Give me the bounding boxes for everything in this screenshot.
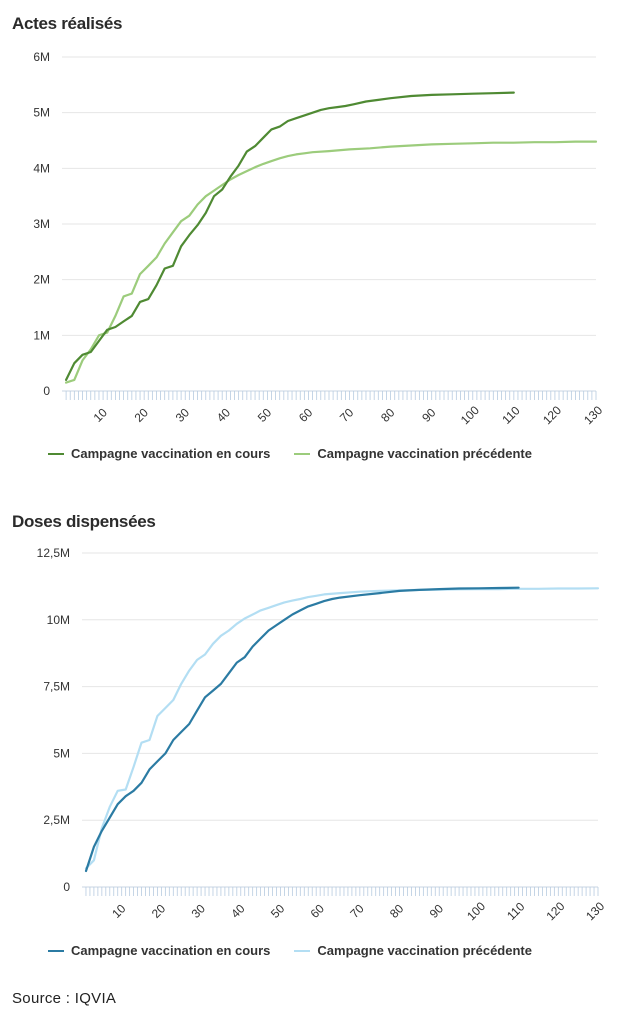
y-tick-label: 3M [33, 217, 50, 231]
x-tick-label: 130 [581, 403, 605, 427]
x-tick-label: 50 [255, 405, 275, 425]
y-tick-label: 2M [33, 273, 50, 287]
legend-label: Campagne vaccination en cours [71, 943, 271, 958]
x-tick-label: 10 [91, 405, 111, 425]
x-tick-label: 40 [214, 405, 234, 425]
y-tick-label: 1M [33, 328, 50, 342]
legend-swatch-en-cours [48, 452, 64, 455]
chart-title: Actes réalisés [12, 14, 123, 33]
x-tick-label: 70 [347, 901, 367, 921]
legend-swatch-precedente [294, 452, 311, 455]
legend-swatch-en-cours [48, 949, 64, 952]
y-tick-label: 2,5M [43, 813, 70, 827]
line-chart-plot: 0 1M 2M 3M 4M 5M 6M 10 20 30 40 50 60 70 80 90 100 110 120… [33, 50, 605, 427]
source-note: Source : IQVIA [12, 990, 117, 1007]
x-tick-label: 120 [540, 403, 564, 427]
chart-title: Doses dispensées [12, 512, 156, 531]
x-tick-label: 80 [387, 901, 407, 921]
chart-doses-dispensees: Doses dispensées 0 2,5M 5M 7,5M 10M 12,5M 10 20… [0, 500, 632, 980]
y-tick-label: 10M [47, 613, 70, 627]
y-tick-label: 0 [43, 384, 50, 398]
legend-label: Campagne vaccination précédente [317, 446, 532, 461]
x-tick-label: 80 [378, 405, 398, 425]
x-tick-label: 90 [427, 901, 447, 921]
x-tick-label: 100 [464, 899, 488, 923]
x-tick-label: 60 [296, 405, 316, 425]
x-tick-label: 90 [419, 405, 439, 425]
legend-item-precedente[interactable]: Campagne vaccination précédente [294, 446, 532, 461]
chart-actes-realises: Actes réalisés 0 1M 2M 3M 4M 5M 6M 10 20 30 40 50 60… [0, 0, 632, 480]
x-tick-label: 110 [499, 403, 523, 427]
chart-legend: Campagne vaccination en cours Campagne v… [48, 943, 556, 958]
series-line-en-cours [84, 586, 520, 873]
x-tick-label: 120 [543, 899, 567, 923]
x-tick-label: 70 [337, 405, 357, 425]
y-tick-label: 0 [63, 880, 70, 894]
legend-item-precedente[interactable]: Campagne vaccination précédente [294, 943, 532, 958]
x-tick-label: 50 [268, 901, 288, 921]
legend-item-en-cours[interactable]: Campagne vaccination en cours [48, 943, 270, 958]
x-tick-label: 30 [189, 901, 209, 921]
y-tick-label: 12,5M [37, 546, 70, 560]
y-tick-label: 6M [33, 50, 50, 64]
x-tick-label: 100 [458, 403, 482, 427]
x-tick-label: 110 [504, 899, 528, 923]
series-line-precedente [84, 587, 600, 870]
y-tick-label: 7,5M [43, 680, 70, 694]
x-tick-label: 10 [109, 901, 129, 921]
y-tick-label: 5M [33, 106, 50, 120]
x-tick-label: 60 [308, 901, 328, 921]
series-line-en-cours [65, 91, 515, 381]
legend-swatch-precedente [294, 949, 311, 952]
legend-item-en-cours[interactable]: Campagne vaccination en cours [48, 446, 270, 461]
x-tick-label: 30 [173, 405, 193, 425]
chart-legend: Campagne vaccination en cours Campagne v… [48, 446, 556, 461]
x-tick-label: 20 [149, 901, 169, 921]
series-line-precedente [65, 140, 598, 384]
x-tick-label: 20 [132, 405, 152, 425]
y-tick-label: 5M [53, 746, 70, 760]
legend-label: Campagne vaccination en cours [71, 446, 271, 461]
x-tick-label: 130 [583, 899, 607, 923]
y-tick-label: 4M [33, 161, 50, 175]
line-chart-plot: 0 2,5M 5M 7,5M 10M 12,5M 10 20 30 40 50 60 70 80 90 100… [37, 546, 608, 923]
x-tick-label: 40 [228, 901, 248, 921]
legend-label: Campagne vaccination précédente [317, 943, 532, 958]
